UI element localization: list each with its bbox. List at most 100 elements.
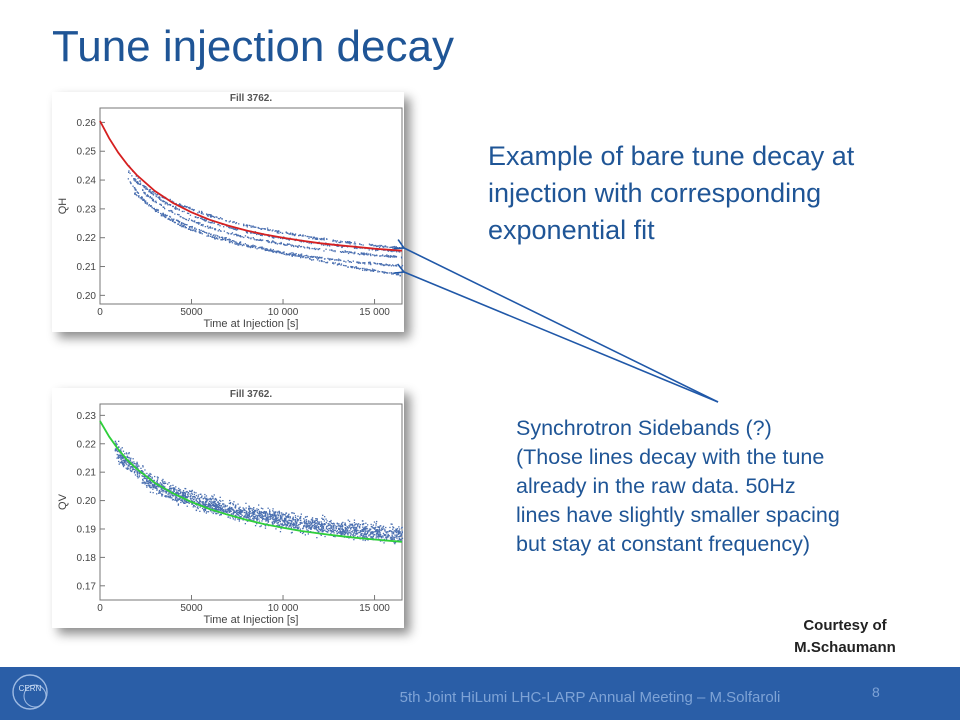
data-point [280, 252, 282, 254]
data-point [326, 525, 328, 528]
data-point [189, 228, 191, 230]
data-point [302, 256, 304, 259]
data-point [135, 464, 138, 466]
data-point [227, 510, 230, 512]
data-point [164, 213, 166, 216]
data-point [259, 238, 261, 241]
data-point [302, 531, 305, 534]
data-point [160, 215, 162, 217]
data-point [199, 232, 201, 234]
data-point [338, 525, 340, 527]
data-point [246, 515, 248, 518]
data-point [191, 492, 193, 494]
data-point [201, 217, 203, 219]
data-point [355, 530, 358, 533]
data-point [364, 263, 366, 265]
data-point [267, 519, 269, 521]
data-point [348, 261, 351, 263]
data-point [195, 492, 197, 494]
data-point [133, 178, 135, 180]
data-point [236, 242, 238, 245]
data-point [271, 230, 273, 232]
data-point [209, 214, 211, 216]
data-point [148, 474, 150, 476]
data-point [197, 506, 199, 508]
data-point [369, 534, 371, 536]
data-point [227, 239, 229, 241]
data-point [117, 457, 120, 459]
data-point [288, 513, 290, 515]
data-point [173, 487, 175, 489]
data-point [339, 532, 341, 534]
footer-bar [0, 667, 960, 720]
data-point [252, 244, 254, 246]
data-point [206, 511, 208, 513]
data-point [219, 225, 221, 227]
data-point [134, 474, 137, 476]
data-point [368, 243, 371, 245]
data-point [397, 273, 399, 275]
data-point [331, 249, 333, 251]
data-point [351, 523, 354, 525]
data-point [151, 477, 153, 479]
data-point [243, 508, 245, 510]
data-point [137, 472, 139, 475]
data-point [202, 498, 204, 500]
data-point [343, 524, 346, 526]
data-point [334, 262, 336, 264]
data-point [240, 510, 243, 513]
data-point [320, 237, 323, 240]
data-point [118, 460, 120, 463]
data-point [209, 510, 212, 512]
data-point [384, 534, 386, 537]
data-point [362, 524, 364, 526]
data-point [301, 532, 304, 535]
data-point [337, 532, 339, 535]
data-point [185, 491, 187, 493]
data-point [320, 524, 322, 526]
data-point [132, 466, 134, 468]
data-point [153, 191, 155, 193]
data-point [178, 204, 180, 206]
data-point [242, 519, 244, 521]
data-point [278, 524, 281, 526]
data-point [381, 271, 383, 273]
data-point [251, 512, 254, 514]
data-point [238, 507, 240, 509]
data-point [215, 513, 217, 515]
data-point [214, 506, 217, 508]
data-point [152, 194, 155, 196]
data-point [316, 518, 318, 520]
data-point [181, 498, 183, 500]
data-point [340, 534, 343, 536]
data-point [306, 235, 308, 238]
data-point [336, 245, 338, 247]
data-point [252, 232, 254, 234]
data-point [164, 489, 166, 491]
data-point [377, 537, 380, 539]
data-point [234, 233, 236, 235]
data-point [336, 240, 338, 242]
data-point [294, 254, 296, 256]
data-point [225, 511, 227, 513]
data-point [389, 537, 392, 539]
data-point [385, 246, 387, 248]
data-point [276, 243, 278, 245]
data-point [248, 507, 250, 510]
data-point [329, 528, 331, 530]
data-point [271, 236, 274, 239]
data-point [273, 241, 275, 243]
data-point [348, 532, 350, 534]
data-point [180, 204, 182, 206]
data-point [285, 515, 287, 518]
data-point [352, 525, 354, 527]
data-point [269, 509, 271, 511]
data-point [356, 533, 359, 535]
data-point [169, 204, 171, 206]
data-point [286, 516, 288, 518]
data-point [260, 513, 262, 515]
data-point [341, 522, 343, 524]
data-point [352, 266, 354, 268]
data-point [400, 533, 402, 535]
data-point [235, 243, 237, 245]
